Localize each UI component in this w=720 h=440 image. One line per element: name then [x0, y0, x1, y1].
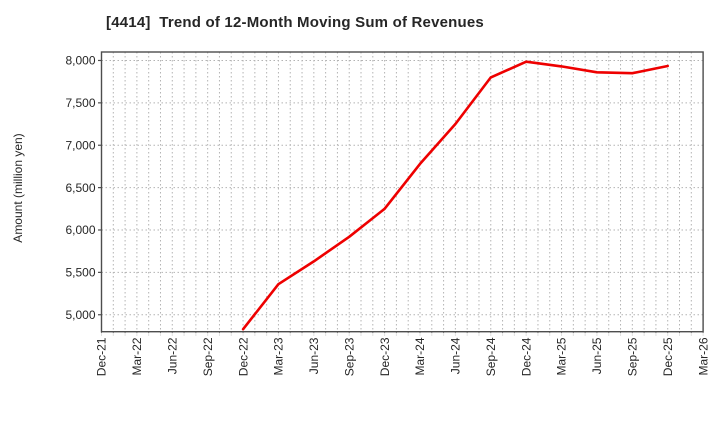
x-tick-label: Sep-25 [626, 337, 640, 376]
y-tick-label: 7,000 [65, 138, 95, 152]
y-tick-label: 5,000 [65, 308, 95, 322]
x-tick-label: Dec-24 [519, 337, 533, 376]
chart-title: [4414] Trend of 12-Month Moving Sum of R… [106, 14, 484, 31]
x-tick-label: Sep-23 [342, 337, 356, 376]
y-tick-label: 6,000 [65, 223, 95, 237]
revenue-line [241, 60, 670, 331]
x-tick-label: Mar-26 [696, 337, 710, 375]
x-tick-label: Sep-22 [201, 337, 215, 376]
x-tick-label: Mar-25 [555, 337, 569, 375]
x-tick-label: Jun-22 [165, 337, 179, 374]
y-tick-label: 7,500 [65, 96, 95, 110]
x-tick-label: Jun-25 [590, 337, 604, 374]
y-tick-label: 6,500 [65, 181, 95, 195]
y-tick-label: 8,000 [65, 54, 95, 68]
x-tick-label: Dec-25 [661, 337, 675, 376]
x-tick-label: Jun-24 [449, 337, 463, 374]
x-tick-label: Sep-24 [484, 337, 498, 376]
x-tick-label: Dec-22 [236, 337, 250, 376]
y-tick-label: 5,500 [65, 266, 95, 280]
x-tick-label: Jun-23 [307, 337, 321, 374]
plot-border [100, 51, 704, 333]
x-tick-label: Dec-21 [95, 337, 109, 376]
x-tick-label: Mar-24 [413, 337, 427, 375]
x-tick-label: Mar-23 [272, 337, 286, 375]
x-tick-label: Dec-23 [378, 337, 392, 376]
x-tick-label: Mar-22 [130, 337, 144, 375]
